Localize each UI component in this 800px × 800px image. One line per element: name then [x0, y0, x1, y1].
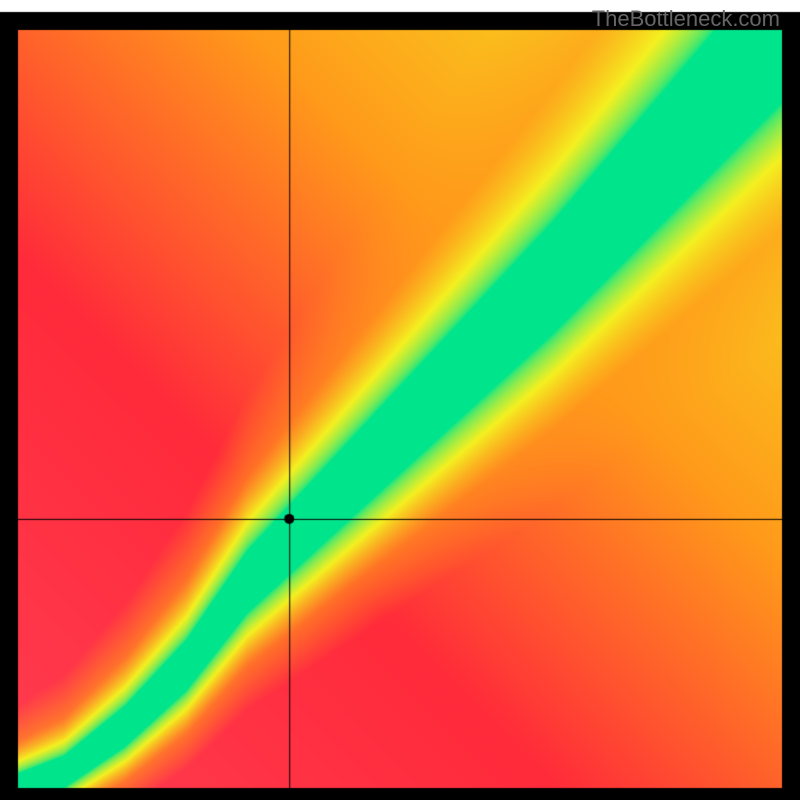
chart-container: TheBottleneck.com: [0, 0, 800, 800]
watermark-text: TheBottleneck.com: [592, 6, 780, 32]
bottleneck-heatmap-canvas: [0, 0, 800, 800]
